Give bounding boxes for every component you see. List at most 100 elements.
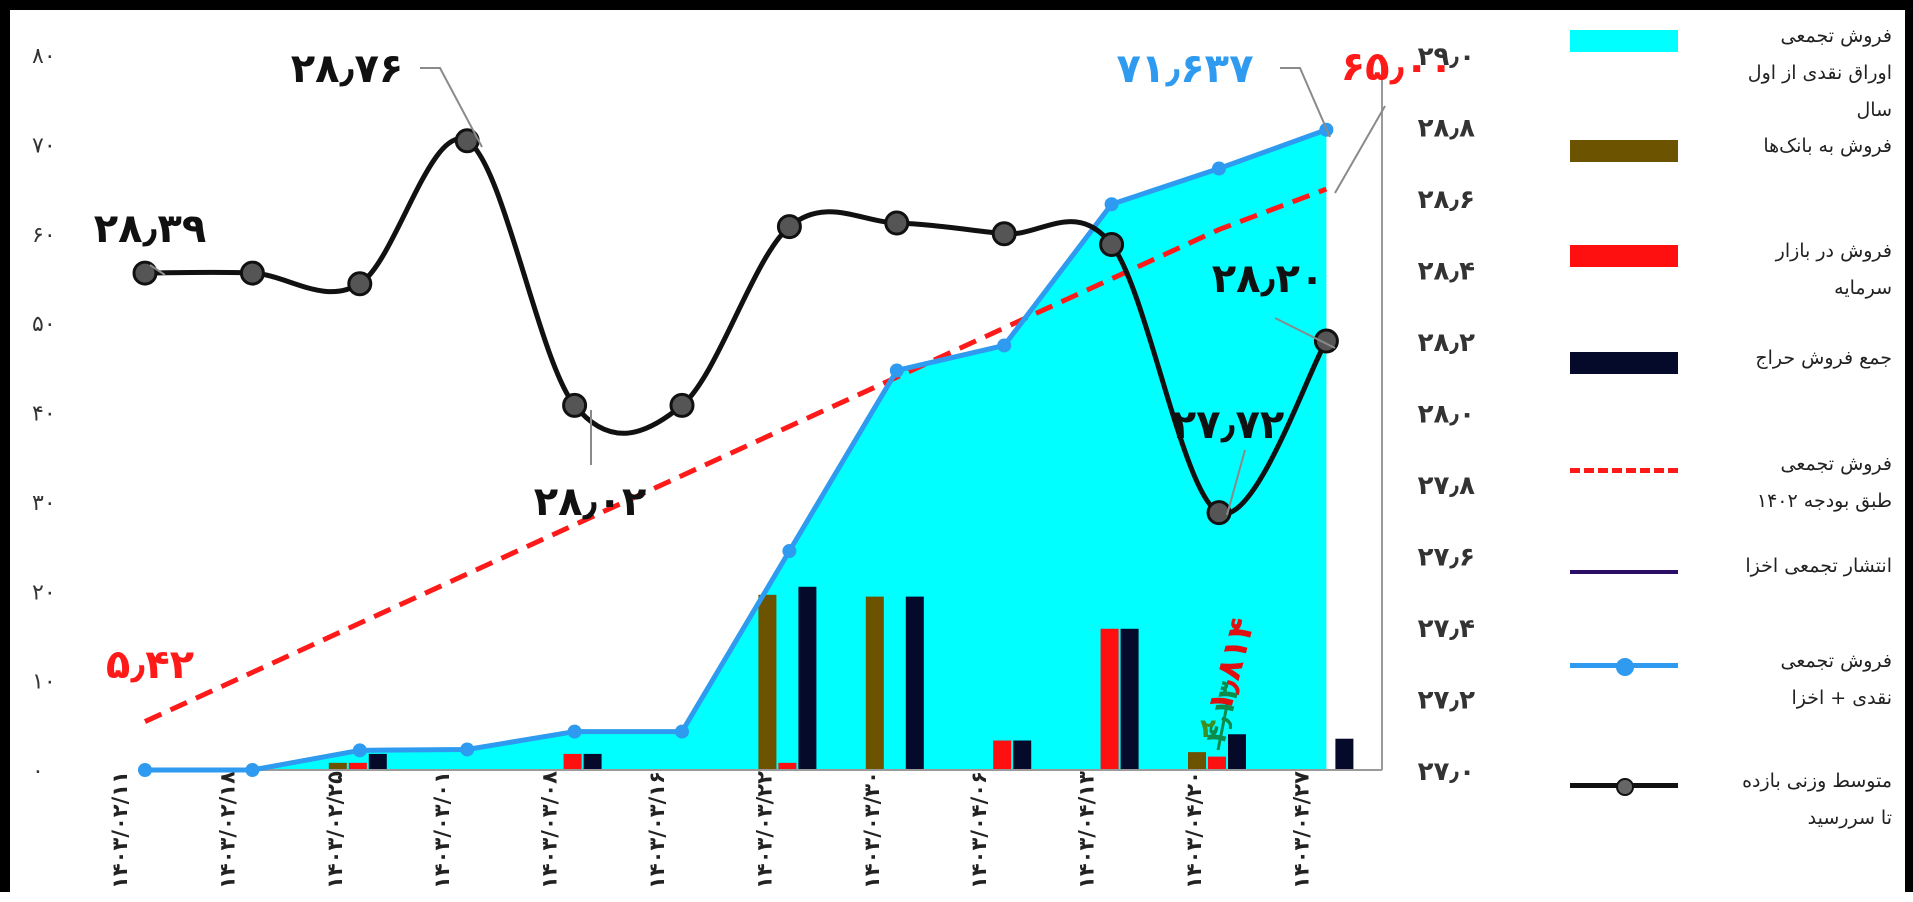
cumulative-total-line (145, 127, 1328, 773)
right-tick-label: ۲۸٫۴ (1418, 257, 1475, 287)
bar-auction-total-11 (1335, 738, 1354, 770)
bar-auction-total-2 (368, 753, 387, 770)
yield-point (884, 210, 910, 236)
yield-point (991, 221, 1017, 247)
label-leader-line (1280, 67, 1331, 138)
bar-bank-2 (328, 762, 347, 770)
x-tick-label: ۱۴۰۳/۰۳/۰۱ (430, 771, 454, 889)
legend-label: انتشار تجمعی اخزا (1745, 555, 1892, 577)
label-leader-line (1216, 699, 1230, 751)
x-tick-label: ۱۴۰۳/۰۴/۰۶ (967, 771, 991, 889)
legend-label: فروش تجمعی طبق بودجه ۱۴۰۲ (1756, 453, 1892, 512)
bar-market-9 (1100, 628, 1119, 770)
right-tick-label: ۲۸٫۰ (1418, 400, 1475, 430)
left-tick-label: ۷۰ (32, 133, 56, 158)
right-tick-label: ۲۸٫۲ (1418, 328, 1475, 358)
legend-swatch (1570, 245, 1678, 267)
legend-swatch (1570, 468, 1678, 473)
bar-auction-total-10 (1228, 734, 1246, 770)
area-layer (145, 129, 1327, 770)
x-tick-label: ۱۴۰۳/۰۳/۳۰ (860, 771, 884, 889)
yield-point (1313, 328, 1339, 354)
data-labels-layer: ۲۸٫۳۹ ۲۸٫۷۶ ۲۸٫۰۲ ۲۸٫۲۰ ۲۷٫۷۲ ۷۱٫۶۳۷ ۶۵٫۰۰ ۵٫۴۲… (94, 44, 1454, 747)
x-tick-label: ۱۴۰۳/۰۲/۲۵ (323, 771, 347, 889)
yield-point (1099, 231, 1125, 257)
cumulative-total-point (567, 724, 582, 739)
right-tick-label: ۲۷٫۰ (1418, 757, 1475, 787)
right-tick-label: ۲۷٫۴ (1418, 614, 1475, 644)
legend-marker (1616, 658, 1634, 676)
cumulative-total-point (675, 724, 689, 739)
legend-label: فروش تجمعی اوراق نقدی از اول سال (1747, 25, 1892, 121)
legend-item: فروش به بانک‌ها (1560, 132, 1900, 192)
cumulative-total-point (460, 742, 475, 757)
left-tick-label: ۰ (32, 759, 44, 784)
left-tick-label: ۴۰ (32, 402, 56, 427)
area-cumulative-cash-sales (145, 129, 1327, 770)
left-tick-label: ۵۰ (32, 312, 56, 337)
legend-marker (1616, 778, 1634, 796)
bar-auction-total-6 (798, 586, 817, 770)
cumulative-total-point (889, 363, 904, 378)
x-tick-label: ۱۴۰۳/۰۳/۲۲ (752, 771, 776, 889)
bar-auction-total-4 (583, 753, 602, 770)
x-tick-label: ۱۴۰۳/۰۳/۱۶ (645, 771, 669, 889)
x-tick-label: ۱۴۰۳/۰۲/۱۸ (215, 771, 239, 889)
legend-label: جمع فروش حراج (1755, 347, 1892, 369)
bars-layer (328, 586, 1354, 770)
legend-item: متوسط وزنی بازده تا سررسید (1560, 767, 1900, 829)
yield-point (239, 260, 265, 286)
label-leader-line (149, 264, 166, 276)
legend-item: انتشار تجمعی اخزا (1560, 552, 1900, 612)
yield-point (132, 260, 158, 286)
legend-swatch (1570, 658, 1678, 676)
data-label: ۲۸٫۳۹ (94, 206, 207, 252)
left-tick-label: ۶۰ (32, 223, 56, 248)
budget-dashed-line (143, 186, 1328, 724)
label-leader-line (1226, 449, 1246, 516)
legend-swatch (1570, 352, 1678, 374)
legend-swatch (1570, 30, 1678, 52)
data-label: ۵٫۴۲ (106, 642, 194, 688)
legend-label: فروش به بانک‌ها (1763, 135, 1892, 157)
lines-layer (132, 67, 1386, 777)
x-tick-label: ۱۴۰۳/۰۲/۱۱ (108, 771, 132, 889)
cumulative-total-point (1212, 161, 1226, 176)
data-label: ۲۸٫۷۶ (291, 46, 404, 92)
data-label: ۲ (1200, 714, 1216, 744)
x-tick-label: ۱۴۰۳/۰۳/۰۸ (538, 771, 562, 889)
right-tick-label: ۲۹٫۰ (1418, 42, 1475, 72)
cumulative-total-point (782, 544, 797, 559)
label-leader-line (1274, 317, 1336, 349)
data-label: ۶۵٫۰۰ (1341, 44, 1454, 90)
bar-market-8 (993, 740, 1012, 770)
legend-swatch (1570, 778, 1678, 796)
cumulative-total-point (352, 743, 367, 758)
combo-chart: ۰۱۰۲۰۳۰۴۰۵۰۶۰۷۰۸۰۲۷٫۰۲۷٫۲۲۷٫۴۲۷٫۶۲۷٫۸۲۸٫… (32, 42, 1475, 889)
legend-item: جمع فروش حراج (1560, 344, 1900, 404)
bar-market-10 (1208, 756, 1226, 770)
yield-point (562, 392, 588, 418)
right-tick-label: ۲۸٫۶ (1418, 185, 1475, 215)
right-tick-label: ۲۷٫۶ (1418, 543, 1475, 573)
legend-item: فروش تجمعی طبق بودجه ۱۴۰۲ (1560, 450, 1900, 512)
yield-point (669, 392, 695, 418)
left-tick-label: ۲۰ (32, 580, 56, 605)
bar-bank-6 (758, 594, 777, 770)
bar-market-2 (348, 762, 367, 770)
yield-point (1206, 500, 1232, 526)
yield-point (347, 271, 373, 297)
right-tick-label: ۲۷٫۲ (1418, 686, 1475, 716)
cumulative-total-point (245, 763, 260, 777)
x-tick-label: ۱۴۰۳/۰۴/۲۷ (1289, 771, 1313, 889)
left-tick-label: ۸۰ (32, 44, 56, 69)
bar-market-6 (778, 762, 797, 770)
legend-label: فروش در بازار سرمایه (1775, 240, 1892, 299)
bar-bank-10 (1188, 752, 1206, 770)
yield-point (776, 214, 802, 240)
data-label: ۲۸٫۰۲ (534, 479, 647, 525)
cumulative-total-point (138, 763, 152, 777)
right-tick-label: ۲۸٫۸ (1418, 114, 1475, 144)
label-leader-line (1334, 105, 1386, 194)
bar-auction-total-7 (905, 596, 924, 770)
